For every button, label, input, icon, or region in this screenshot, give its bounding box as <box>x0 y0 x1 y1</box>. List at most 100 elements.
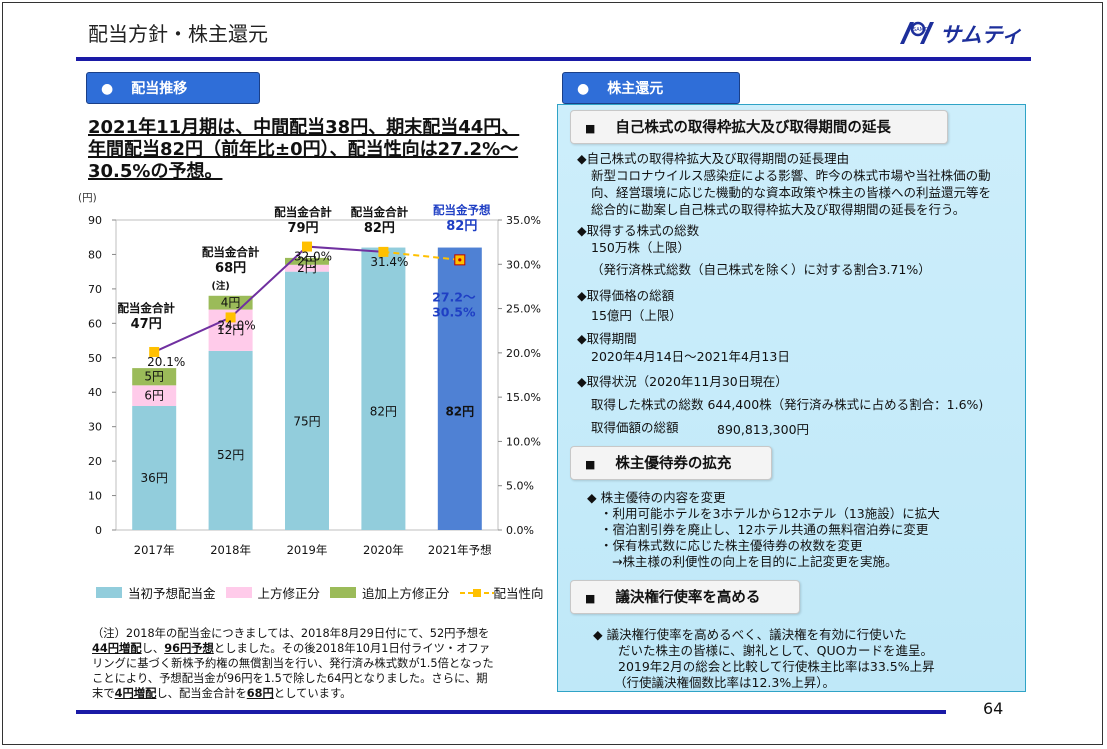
buyback-status-heading: ◆取得状況（2020年11月30日現在） <box>577 374 788 389</box>
y-tick-label: 0 <box>95 524 102 537</box>
buyback-shares-heading: ◆取得する株式の総数 <box>577 223 700 238</box>
y2-tick-label: 35.0% <box>506 214 541 227</box>
buyback-reason-heading: ◆自己株式の取得枠拡大及び取得期間の延長理由 <box>577 151 850 166</box>
total-value: 68円 <box>215 261 246 276</box>
dividend-chart: (円) 0 10 20 30 40 50 60 70 80 90 0.0% 5.0% 10.0% 15.0%… <box>78 192 541 557</box>
buyback-amount-heading: ◆取得価格の総額 <box>577 288 675 303</box>
buyback-reason-line: 新型コロナウイルス感染症による影響、昨今の株式市場や当社株価の動 <box>591 168 991 183</box>
y2-tick-label: 30.0% <box>506 258 541 271</box>
bar-segment <box>285 257 329 265</box>
section-voting-header: ■ 議決権行使率を高める <box>570 580 800 614</box>
buyback-period-heading: ◆取得期間 <box>577 331 637 346</box>
payout-label: 31.4% <box>370 255 408 269</box>
buyback-reason-line: 向、経営環境に応じた機動的な資本政策や株主の皆様への利益還元等を <box>591 185 992 200</box>
total-value: 82円 <box>364 221 395 236</box>
total-title: 配当金合計 <box>274 205 332 219</box>
footnote-text-2d: としました。その後2018年10月1日付ライツ・オファ <box>213 642 491 655</box>
total-title: 配当金合計 <box>202 245 260 259</box>
bar-segment <box>285 264 329 272</box>
legend-label-initial: 当初予想配当金 <box>128 586 216 601</box>
buyback-status-amount-label: 取得価額の総額 <box>591 420 679 435</box>
tab-return-label: 株主還元 <box>607 81 664 97</box>
tab-dividend-label: 配当推移 <box>131 81 188 97</box>
total-value: 47円 <box>131 317 162 332</box>
y2-tick-label: 15.0% <box>506 391 541 404</box>
bar-value-label: 2円 <box>297 254 317 268</box>
payout-label: 20.1% <box>147 355 185 369</box>
section-buyback-title: 自己株式の取得枠拡大及び取得期間の延長 <box>615 120 891 136</box>
legend-item-payout: 配当性向 <box>459 583 544 602</box>
bar-segment <box>132 385 177 406</box>
logo-mark-text: SAMTY <box>913 27 931 33</box>
y-tick-label: 50 <box>88 352 102 365</box>
voting-line: だいた株主の皆様に、謝礼として、QUOカードを進呈。 <box>618 643 933 658</box>
section-benefit-title: 株主優待券の拡充 <box>615 456 732 472</box>
tab-dividend-history: ● 配当推移 <box>86 72 260 104</box>
buyback-status-shares: 取得した株式の総数 644,400株（発行済み株式に占める割合：1.6%) <box>591 397 984 412</box>
forecast-payout-label: 27.2～ <box>432 289 476 304</box>
payout-forecast-dot <box>458 258 462 262</box>
x-tick-label: 2017年 <box>134 543 175 557</box>
footnote-emphasis-44: 44円増配 <box>92 642 142 655</box>
footnote-text-5a: 末で <box>92 687 115 700</box>
total-note: (注) <box>212 280 230 292</box>
logo-text: サムティ <box>940 23 1022 47</box>
total-title: 配当金合計 <box>351 205 409 219</box>
voting-line: 2019年2月の総会と比較して行使株主比率は33.5%上昇 <box>618 659 935 674</box>
payout-label: 24.0% <box>218 318 256 332</box>
y2-tick-label: 10.0% <box>506 435 541 448</box>
buyback-shares-ratio: （発行済株式総数（自己株式を除く）に対する割合3.71%） <box>591 262 931 277</box>
headline-line-2: 年間配当82円（前年比±0円）、配当性向は27.2%～ <box>88 139 519 160</box>
bar-value-label: 82円 <box>445 404 474 418</box>
chart-legend: 当初予想配当金 上方修正分 追加上方修正分 配当性向 <box>96 583 544 602</box>
legend-label-additional: 追加上方修正分 <box>362 586 450 601</box>
legend-label-upward: 上方修正分 <box>257 586 321 601</box>
x-tick-label: 2020年 <box>363 543 404 557</box>
bar-value-label: 4円 <box>221 296 241 310</box>
bar-segment <box>437 247 482 531</box>
buyback-period-value: 2020年4月14日～2021年4月13日 <box>591 349 790 364</box>
footer-rule <box>76 710 946 714</box>
bar-value-label: 12円 <box>217 323 244 337</box>
page-title: 配当方針・株主還元 <box>88 22 268 46</box>
bar-value-label: 36円 <box>141 471 168 485</box>
benefit-line: ・保有株式数に応じた株主優待券の枚数を変更 <box>600 538 863 553</box>
payout-label: 32.0% <box>294 250 332 264</box>
benefit-line: →株主様の利便性の向上を目的に上記変更を実施。 <box>612 554 898 569</box>
benefit-line: ・利用可能ホテルを3ホテルから12ホテル（13施設）に拡大 <box>600 506 940 521</box>
total-title: 配当金合計 <box>117 301 175 315</box>
benefit-line: ・宿泊割引券を廃止し、12ホテル共通の無料宿泊券に変更 <box>600 522 929 537</box>
x-tick-label: 2021年予想 <box>428 543 492 557</box>
buyback-reason-line: 総合的に勘案し自己株式の取得枠拡大及び取得期間の延長を行う。 <box>591 202 966 217</box>
logo-mark-icon: SAMTY サムティ <box>900 21 1022 47</box>
buyback-status-amount-value: 890,813,300円 <box>717 422 810 437</box>
legend-item-additional: 追加上方修正分 <box>330 583 450 602</box>
headline-line-1: 2021年11月期は、中間配当38円、期末配当44円、 <box>88 117 520 138</box>
bar-value-label: 52円 <box>217 448 244 462</box>
y-tick-label: 30 <box>88 421 102 434</box>
y-tick-label: 20 <box>88 455 102 468</box>
voting-line: （行使議決権個数比率は12.3%上昇）。 <box>614 675 835 690</box>
legend-item-initial: 当初予想配当金 <box>96 583 216 602</box>
bar-segment <box>361 247 406 531</box>
footnote-emphasis-4: 4円増配 <box>114 687 157 700</box>
x-tick-label: 2019年 <box>287 543 328 557</box>
company-logo: SAMTY サムティ <box>896 18 1026 48</box>
y-tick-label: 60 <box>88 317 102 330</box>
page-number: 64 <box>983 699 1004 718</box>
y-axis-unit: (円) <box>78 192 97 204</box>
legend-payout-line-icon <box>459 588 494 597</box>
section-voting-title: 議決権行使率を高める <box>615 590 761 606</box>
y-tick-label: 10 <box>88 490 102 503</box>
benefit-line: ◆ 株主優待の内容を変更 <box>587 490 726 505</box>
y-tick-label: 70 <box>88 283 102 296</box>
total-value: 79円 <box>287 221 318 236</box>
total-title: 配当金予想 <box>433 203 491 217</box>
y-tick-label: 90 <box>88 214 102 227</box>
footnote-text-5c: し、配当金合計を <box>156 687 247 700</box>
legend-label-payout: 配当性向 <box>493 586 544 601</box>
y2-tick-label: 0.0% <box>506 524 534 537</box>
bar-value-label: 82円 <box>370 404 397 418</box>
forecast-payout-label: 30.5% <box>432 304 476 319</box>
bar-value-label: 6円 <box>144 389 164 403</box>
